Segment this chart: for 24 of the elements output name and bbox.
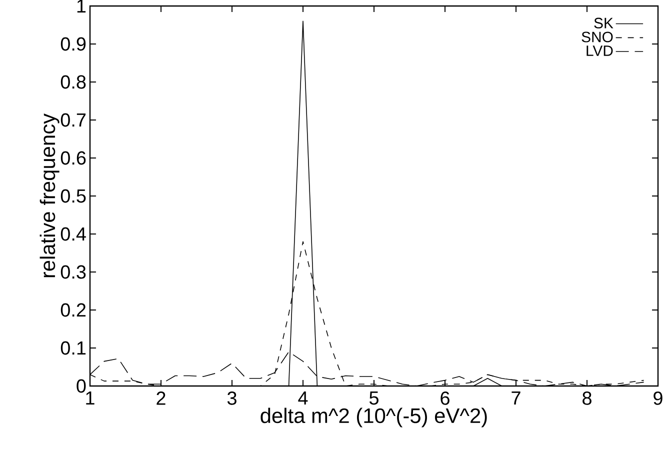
y-axis-title: relative frequency — [40, 114, 60, 278]
x-tick-label: 4 — [298, 392, 308, 405]
y-tick-label: 0.3 — [60, 265, 86, 279]
x-tick-label: 8 — [582, 392, 592, 405]
x-tick-label: 5 — [369, 392, 378, 405]
x-tick-label: 7 — [512, 392, 520, 405]
legend-label: SNO — [582, 32, 613, 42]
y-tick-label: 0.6 — [60, 151, 86, 165]
x-tick-label: 1 — [86, 392, 94, 405]
x-tick-label: 2 — [156, 392, 166, 405]
y-tick-label: 0.1 — [60, 341, 86, 355]
y-tick-label: 0.9 — [60, 37, 86, 51]
y-tick-label: 0.2 — [60, 303, 86, 317]
x-axis-title: delta m^2 (10^(-5) eV^2) — [260, 408, 487, 428]
y-tick-label: 0 — [76, 379, 86, 393]
y-tick-label: 0.4 — [60, 227, 86, 241]
y-tick-label: 0.5 — [60, 189, 86, 203]
y-tick-label: 0.8 — [60, 75, 86, 89]
y-tick-label: 0.7 — [60, 113, 86, 127]
x-tick-label: 3 — [227, 392, 236, 405]
legend-label: SK — [594, 18, 614, 28]
x-tick-label: 9 — [654, 392, 662, 405]
x-tick-label: 6 — [440, 392, 450, 405]
legend-label: LVD — [586, 46, 613, 56]
